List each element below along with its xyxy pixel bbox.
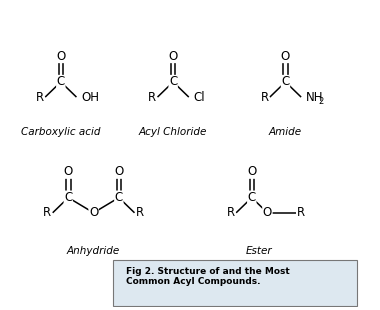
Text: R: R [261, 91, 269, 104]
Text: R: R [136, 206, 144, 219]
Text: O: O [89, 206, 98, 219]
Text: OH: OH [81, 91, 99, 104]
Text: Amide: Amide [269, 127, 302, 137]
Text: O: O [64, 165, 73, 178]
Text: O: O [281, 50, 290, 63]
Text: C: C [115, 191, 123, 204]
Text: C: C [57, 75, 65, 88]
Text: C: C [64, 191, 73, 204]
Text: O: O [263, 206, 272, 219]
Text: C: C [169, 75, 177, 88]
Text: R: R [148, 91, 156, 104]
Text: Fig 2. Structure of and the Most
Common Acyl Compounds.: Fig 2. Structure of and the Most Common … [126, 267, 290, 286]
Text: NH: NH [306, 91, 323, 104]
Text: O: O [114, 165, 124, 178]
Text: Acyl Chloride: Acyl Chloride [139, 127, 207, 137]
Text: O: O [56, 50, 65, 63]
Text: C: C [281, 75, 290, 88]
Text: Cl: Cl [194, 91, 205, 104]
Text: R: R [36, 91, 44, 104]
Text: R: R [297, 206, 305, 219]
Text: C: C [248, 191, 256, 204]
Text: R: R [43, 206, 51, 219]
Text: O: O [168, 50, 178, 63]
Text: Anhydride: Anhydride [67, 246, 120, 256]
Text: 2: 2 [318, 97, 324, 106]
Text: Carboxylic acid: Carboxylic acid [21, 127, 101, 137]
Text: Ester: Ester [246, 246, 272, 256]
FancyBboxPatch shape [113, 260, 356, 306]
Text: O: O [247, 165, 256, 178]
Text: R: R [227, 206, 235, 219]
